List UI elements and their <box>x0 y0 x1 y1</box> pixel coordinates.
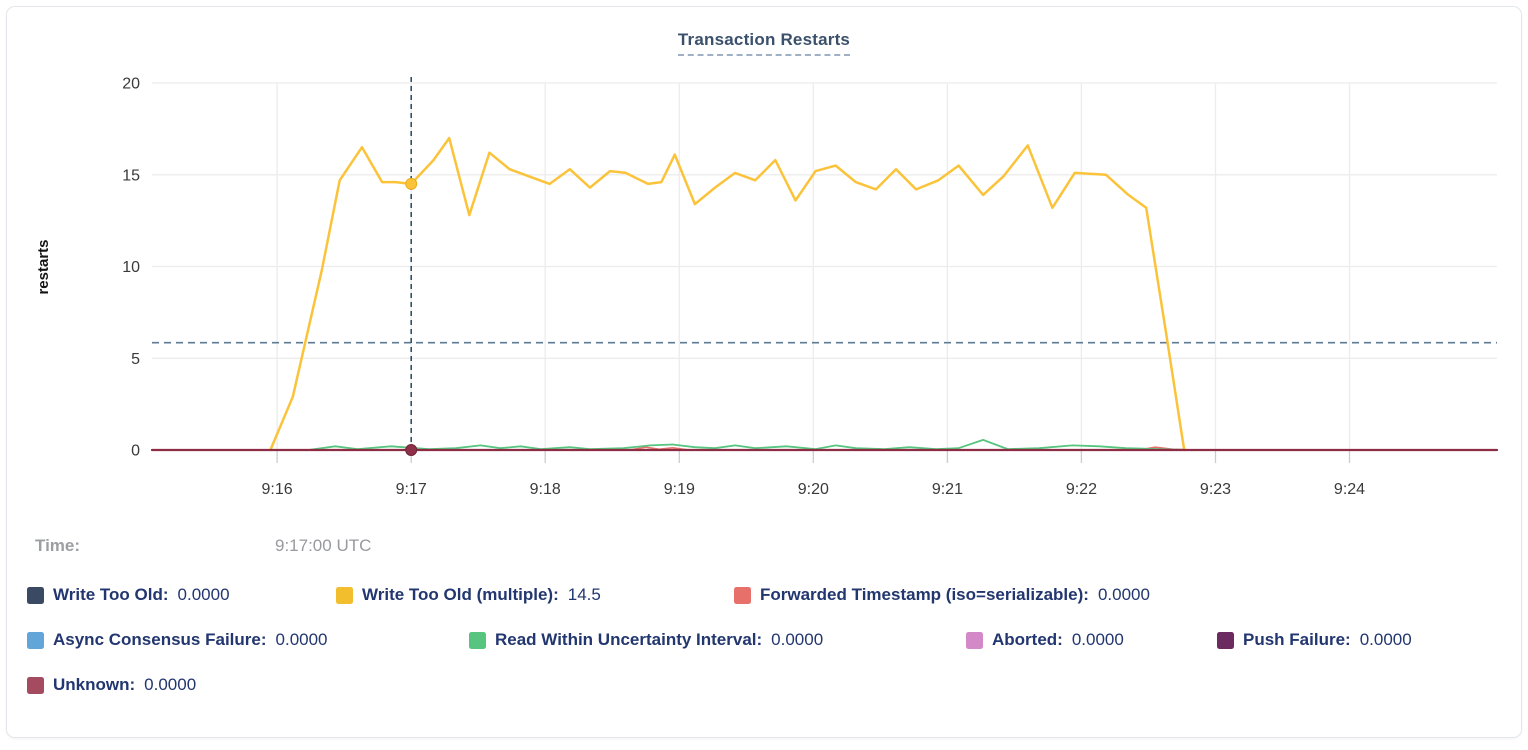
series-color-swatch <box>966 631 983 649</box>
chart-card: Transaction Restarts 9:16 9:17 9:18 9:19 9:2… <box>6 6 1522 738</box>
hover-time-value: 9:17:00 UTC <box>275 536 372 555</box>
legend-item-forwarded-timestamp-iso-serializable: Forwarded Timestamp (iso=serializable): 0… <box>734 585 1150 605</box>
x-tick-label: 9:23 <box>1200 481 1231 498</box>
legend-item-push-failure: Push Failure: 0.0000 <box>1217 630 1412 650</box>
hover-point-unknown <box>405 444 418 456</box>
series-value: 0.0000 <box>1097 585 1150 604</box>
legend-row: Write Too Old: 0.0000 Write Too Old (multi… <box>27 584 1505 606</box>
series-value: 0.0000 <box>177 585 230 604</box>
legend-row: Unknown: 0.0000 <box>27 674 1505 696</box>
series-label: Read Within Uncertainty Interval: <box>495 630 763 649</box>
hover-time-label: Time: <box>35 536 81 555</box>
legend-item-write-too-old: Write Too Old: 0.0000 <box>27 585 336 605</box>
x-tick-label: 9:22 <box>1066 481 1097 498</box>
series-value: 0.0000 <box>275 630 328 649</box>
x-tick-label: 9:18 <box>530 481 561 498</box>
x-tick-label: 9:16 <box>262 481 293 498</box>
series-color-swatch <box>27 676 44 694</box>
series-value: 0.0000 <box>771 630 824 649</box>
chart-header: Transaction Restarts <box>7 30 1521 56</box>
series-label: Write Too Old (multiple): <box>362 585 559 604</box>
series-value: 0.0000 <box>1071 630 1124 649</box>
series-color-swatch <box>27 631 44 649</box>
legend-item-write-too-old-multiple: Write Too Old (multiple): 14.5 <box>336 585 734 605</box>
chart-canvas[interactable]: 9:16 9:17 9:18 9:19 9:20 9:21 9:22 9:23 9:24 0 5 10… <box>7 7 1521 522</box>
series-color-swatch <box>469 631 486 649</box>
legend-item-unknown: Unknown: 0.0000 <box>27 675 196 695</box>
series-line-read-within-uncertainty-interval <box>151 438 1498 451</box>
legend-item-async-consensus-failure: Async Consensus Failure: 0.0000 <box>27 630 469 650</box>
x-tick-label: 9:24 <box>1334 481 1365 498</box>
series-label: Unknown: <box>53 675 136 694</box>
x-tick-label: 9:19 <box>664 481 695 498</box>
legend: Write Too Old: 0.0000 Write Too Old (multi… <box>27 584 1505 719</box>
series-value: 0.0000 <box>1359 630 1412 649</box>
series-label: Forwarded Timestamp (iso=serializable): <box>760 585 1089 604</box>
series-label: Async Consensus Failure: <box>53 630 267 649</box>
x-tick-label: 9:20 <box>798 481 829 498</box>
y-tick-label: 20 <box>122 76 140 93</box>
y-axis-label: restarts <box>35 239 52 294</box>
x-tick-label: 9:21 <box>932 481 963 498</box>
chart-title[interactable]: Transaction Restarts <box>677 30 851 56</box>
series-label: Aborted: <box>992 630 1063 649</box>
series-label: Write Too Old: <box>53 585 169 604</box>
hover-time-row: Time: 9:17:00 UTC <box>35 536 371 556</box>
series-line-write-too-old-multiple <box>269 136 1186 452</box>
series-color-swatch <box>336 586 353 604</box>
legend-item-read-within-uncertainty-interval: Read Within Uncertainty Interval: 0.0000 <box>469 630 966 650</box>
y-tick-label: 10 <box>122 259 140 276</box>
series-color-swatch <box>27 586 44 604</box>
series-value: 14.5 <box>567 585 601 604</box>
series-color-swatch <box>1217 631 1234 649</box>
y-tick-label: 15 <box>122 167 140 184</box>
x-tick-label: 9:17 <box>396 481 427 498</box>
series-value: 0.0000 <box>144 675 197 694</box>
series-color-swatch <box>734 586 751 604</box>
hover-point-write-too-old-multiple <box>405 177 418 190</box>
series-label: Push Failure: <box>1243 630 1351 649</box>
y-tick-label: 5 <box>131 351 140 368</box>
y-tick-label: 0 <box>131 443 140 460</box>
legend-item-aborted: Aborted: 0.0000 <box>966 630 1217 650</box>
legend-row: Async Consensus Failure: 0.0000 Read Withi… <box>27 629 1505 651</box>
